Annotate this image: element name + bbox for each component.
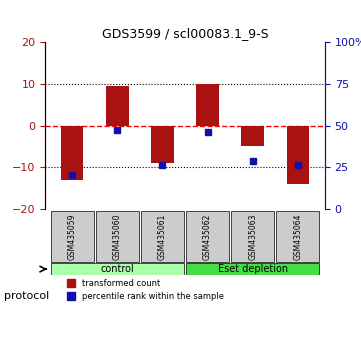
Text: GSM435064: GSM435064: [293, 213, 302, 259]
FancyBboxPatch shape: [276, 211, 319, 262]
FancyBboxPatch shape: [141, 211, 184, 262]
Bar: [242, 126, 264, 146]
Text: GSM435061: GSM435061: [158, 213, 167, 259]
FancyBboxPatch shape: [186, 211, 229, 262]
Text: Eset depletion: Eset depletion: [218, 264, 288, 274]
Bar: [196, 84, 219, 126]
Bar: [151, 126, 174, 163]
FancyBboxPatch shape: [51, 211, 94, 262]
Bar: [61, 126, 83, 179]
FancyBboxPatch shape: [51, 263, 184, 275]
Text: protocol: protocol: [4, 291, 49, 301]
Text: control: control: [100, 264, 134, 274]
Text: GSM435063: GSM435063: [248, 213, 257, 259]
Text: GSM435062: GSM435062: [203, 213, 212, 259]
Title: GDS3599 / scl00083.1_9-S: GDS3599 / scl00083.1_9-S: [102, 27, 268, 40]
FancyBboxPatch shape: [186, 263, 319, 275]
Bar: [287, 126, 309, 184]
Legend: transformed count, percentile rank within the sample: transformed count, percentile rank withi…: [63, 275, 227, 304]
FancyBboxPatch shape: [231, 211, 274, 262]
FancyBboxPatch shape: [96, 211, 139, 262]
Text: GSM435060: GSM435060: [113, 213, 122, 259]
Bar: [106, 86, 129, 126]
Text: GSM435059: GSM435059: [68, 213, 77, 259]
